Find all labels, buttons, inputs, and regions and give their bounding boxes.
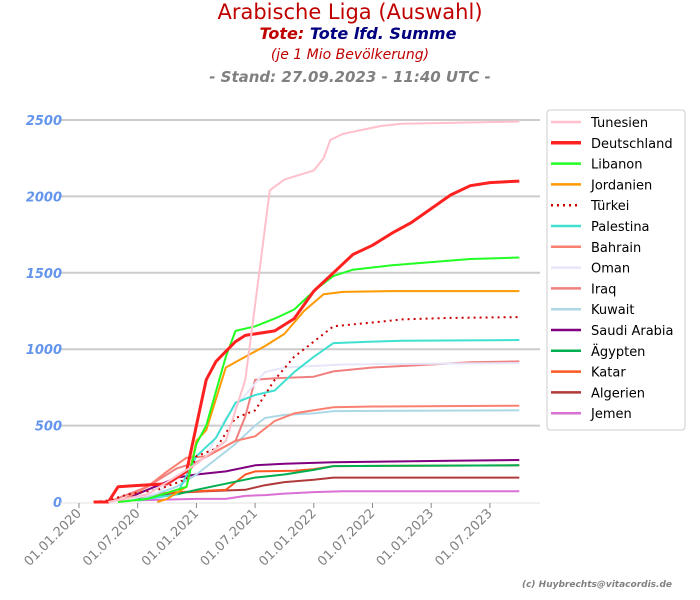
legend-label: Algerien — [591, 386, 645, 401]
x-tick-label: 01.07.2021 — [198, 506, 261, 569]
series-line-türkei — [93, 316, 520, 503]
x-tick-label: 01.07.2020 — [80, 506, 143, 569]
x-tick-label: 01.01.2022 — [256, 506, 319, 569]
series-line-libanon — [117, 256, 520, 503]
legend-label: Ägypten — [591, 344, 645, 360]
legend: Tunesien Deutschland Libanon Jordanien Türke… — [546, 109, 686, 431]
legend-label: Jemen — [590, 407, 632, 422]
series-line-bahrain — [117, 404, 520, 503]
chart-title: Arabische Liga (Auswahl) — [217, 0, 483, 24]
series-line-tunesien — [108, 120, 520, 503]
x-tick-label: 01.07.2023 — [432, 506, 495, 569]
y-tick-label: 1500 — [26, 267, 62, 282]
y-tick-label: 2000 — [26, 190, 62, 205]
subtitle-main: Tote lfd. Summe — [309, 24, 457, 43]
subtitle-prefix: Tote: — [259, 24, 305, 43]
chart-subtitle-unit: (je 1 Mio Bevölkerung) — [270, 47, 430, 63]
series-line-oman — [117, 362, 520, 503]
legend-label: Katar — [591, 366, 626, 381]
chart-stand: - Stand: 27.09.2023 - 11:40 UTC - — [209, 68, 491, 86]
series-line-jemen — [127, 490, 520, 502]
legend-label: Libanon — [591, 158, 643, 173]
series-line-iraq — [107, 360, 520, 503]
legend-label: Bahrain — [591, 241, 641, 256]
x-tick-label: 01.01.2021 — [139, 506, 202, 569]
series-line-ägypten — [127, 464, 520, 502]
legend-label: Türkei — [590, 199, 629, 214]
series-line-kuwait — [137, 409, 520, 502]
legend-label: Jordanien — [590, 178, 652, 193]
credit: (c) Huybrechts@vitacordis.de — [521, 580, 672, 590]
legend-label: Saudi Arabia — [591, 324, 674, 339]
x-tick-label: 01.01.2020 — [22, 506, 85, 569]
y-tick-label: 2500 — [26, 114, 62, 129]
legend-label: Tunesien — [590, 116, 648, 131]
legend-label: Deutschland — [591, 137, 673, 152]
legend-label: Palestina — [591, 220, 650, 235]
legend-frame — [546, 109, 686, 431]
legend-label: Iraq — [591, 282, 616, 297]
x-tick-label: 01.07.2022 — [315, 506, 378, 569]
y-tick-label: 500 — [35, 420, 62, 435]
legend-label: Oman — [591, 262, 630, 277]
series-line-jordanien — [156, 290, 520, 503]
legend-label: Kuwait — [591, 303, 634, 318]
y-tick-label: 0 — [53, 496, 62, 511]
series-line-deutschland — [93, 179, 520, 504]
y-tick-label: 1000 — [26, 343, 62, 358]
x-tick-label: 01.01.2023 — [374, 506, 437, 569]
chart-subtitle: Tote: Tote lfd. Summe — [8, 24, 700, 43]
